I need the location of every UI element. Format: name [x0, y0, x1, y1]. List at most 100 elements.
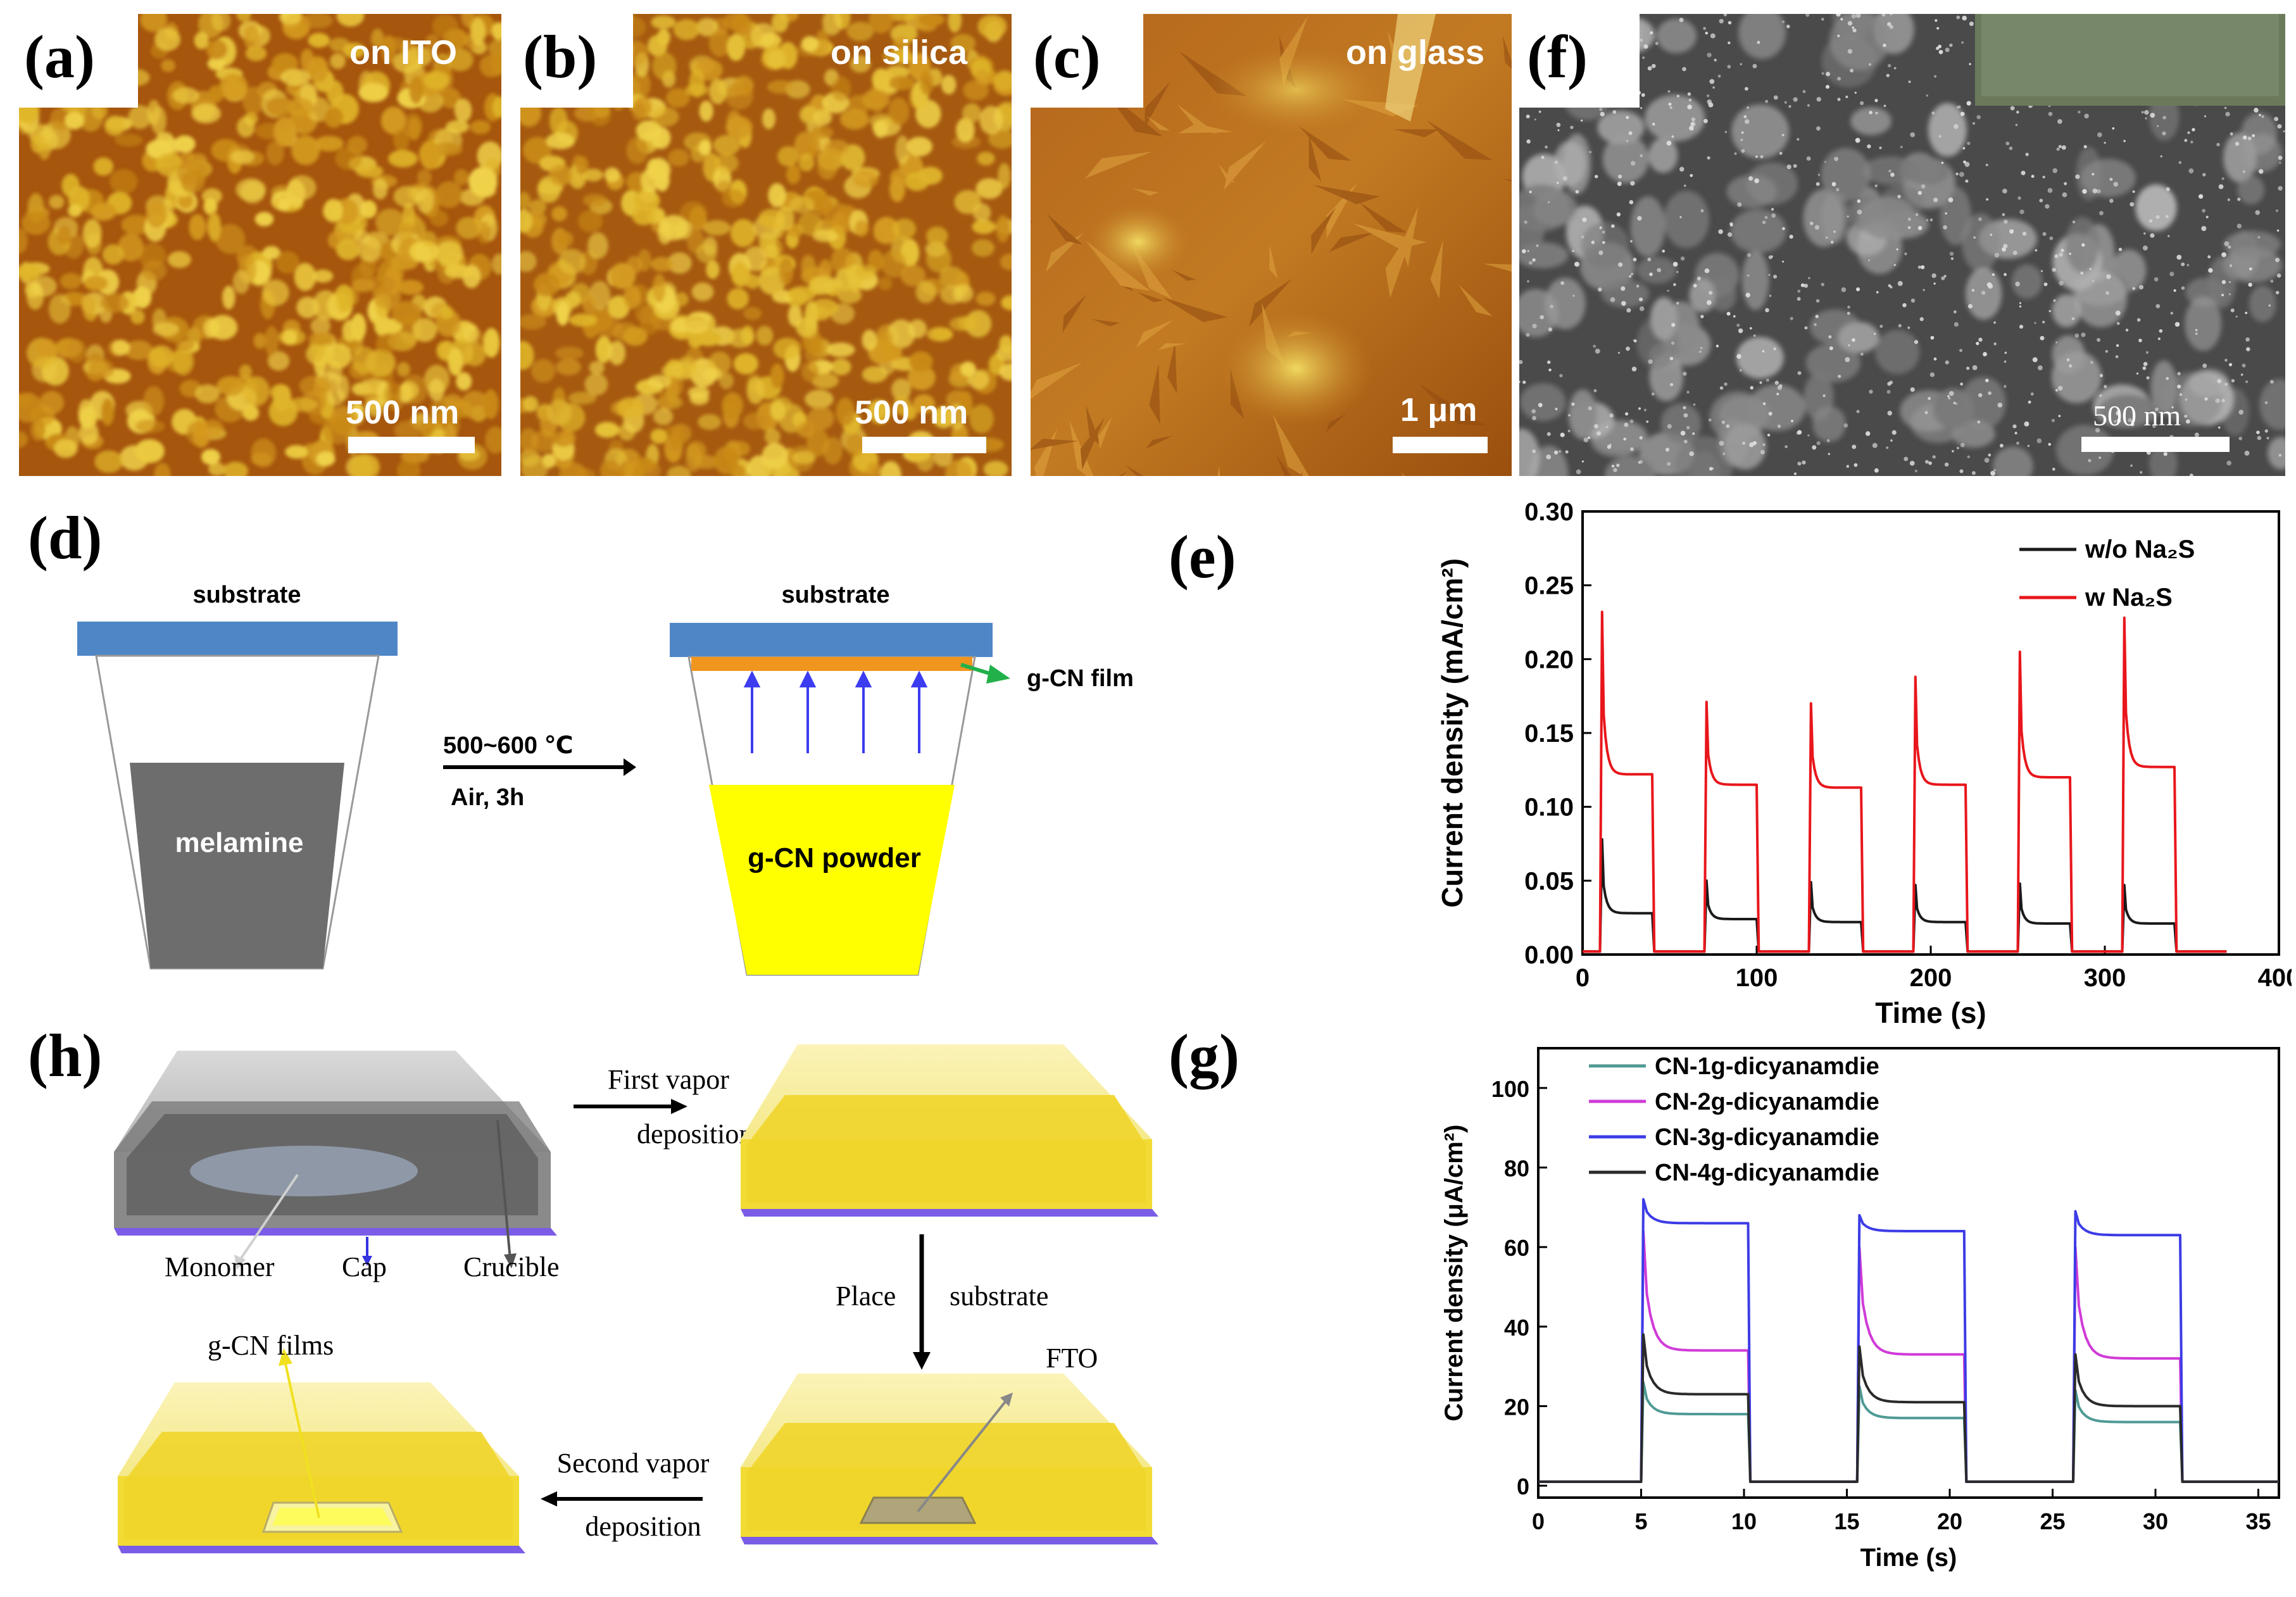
plot-frame [1537, 1047, 2280, 1499]
x-axis-label: Time (s) [1875, 996, 1986, 1029]
melamine-label: melamine [175, 827, 304, 858]
gcn-powder-fill [709, 785, 955, 975]
series-line-1 [1538, 1381, 2279, 1483]
scale-text-a: 500 nm [346, 394, 460, 431]
substrate-label-glass: on glass [1346, 34, 1485, 72]
series-line-1 [1583, 838, 2227, 953]
gcn-powder-label: g-CN powder [748, 842, 921, 874]
monomer-label: Monomer [165, 1251, 275, 1282]
step1-label-line2: deposition [637, 1118, 753, 1149]
step3-arrow [541, 1491, 557, 1506]
crucible-label: Crucible [463, 1251, 560, 1282]
gcn-films-label: g-CN films [208, 1330, 334, 1361]
step2-arrow [913, 1352, 931, 1370]
x-tick-label: 0 [1532, 1508, 1545, 1534]
y-tick-label: 0.15 [1524, 720, 1574, 748]
panel-b-afm-silica: (b) on silica 500 nm [520, 14, 1012, 476]
x-tick-label: 25 [2040, 1508, 2065, 1534]
panel-d-schematic: substrate melamine 500~600 ℃ Air, 3h sub… [77, 582, 1134, 976]
panel-label-c: (c) [1033, 23, 1101, 91]
panel-c-afm-glass: (c) on glass 1 μm [1031, 14, 1512, 476]
panel-f-sem: (f) 500 nm [1519, 14, 2285, 476]
x-tick-label: 0 [1576, 964, 1590, 992]
panel-label-g: (g) [1169, 1022, 1239, 1089]
y-axis-label: Current density (μA/cm²) [1440, 1125, 1468, 1422]
panel-label-d: (d) [28, 504, 103, 572]
y-tick-label: 0.05 [1524, 867, 1574, 895]
y-tick-label: 80 [1504, 1155, 1529, 1181]
y-tick-label: 100 [1491, 1076, 1529, 1102]
series-line-4 [1538, 1333, 2279, 1483]
y-tick-label: 0 [1517, 1474, 1529, 1500]
scale-bar-b [862, 437, 986, 453]
x-tick-label: 15 [1834, 1508, 1859, 1534]
series-line-2 [1583, 610, 2227, 953]
series-line-3 [1538, 1198, 2279, 1483]
step1-arrow [671, 1099, 687, 1114]
legend-label-1: CN-1g-dicyanamdie [1655, 1053, 1879, 1080]
yellow-crucible-fto [741, 1374, 1158, 1544]
substrate-label-ito: on ITO [349, 34, 457, 72]
panel-label-h: (h) [28, 1022, 103, 1089]
y-tick-label: 0.20 [1524, 646, 1574, 673]
legend-label-4: CN-4g-dicyanamdie [1655, 1160, 1879, 1186]
x-tick-label: 100 [1736, 964, 1778, 992]
scale-text-b: 500 nm [855, 394, 969, 431]
sem-image [1519, 14, 2285, 476]
y-tick-label: 20 [1504, 1394, 1529, 1420]
y-tick-label: 60 [1504, 1235, 1529, 1261]
substrate-label-right: substrate [781, 582, 889, 608]
process-arrow-head [624, 758, 636, 776]
scale-text-f: 500 nm [2093, 399, 2181, 432]
chart-e: 0 100 200 300 400 0.00 0.05 0.10 0.15 0.20 0.25 0.3… [1436, 498, 2292, 1029]
panel-h-schematic: Monomer Cap Crucible First vapor deposit… [114, 1044, 1158, 1553]
x-tick-label: 5 [1634, 1508, 1647, 1534]
legend-label-2: w Na₂S [2085, 584, 2173, 611]
y-tick-label: 0.00 [1524, 941, 1574, 969]
scale-bar-f [2081, 437, 2230, 452]
y-tick-label: 40 [1504, 1315, 1529, 1341]
scale-text-c: 1 μm [1400, 392, 1477, 429]
panel-label-e: (e) [1169, 523, 1236, 591]
y-axis-label: Current density (mA/cm²) [1436, 558, 1469, 908]
step2-label-place: Place [836, 1281, 896, 1312]
yellow-crucible-1 [741, 1044, 1158, 1217]
x-tick-label: 20 [1937, 1508, 1962, 1534]
legend-label-1: w/o Na₂S [2085, 535, 2195, 563]
scale-bar-a [348, 437, 475, 453]
x-tick-label: 200 [1910, 964, 1952, 992]
x-tick-label: 30 [2143, 1508, 2168, 1534]
step1-label-line1: First vapor [608, 1064, 729, 1095]
plot-frame [1581, 510, 2280, 956]
substrate-left [77, 622, 398, 656]
legend-label-3: CN-3g-dicyanamdie [1655, 1124, 1879, 1151]
y-tick-label: 0.10 [1524, 794, 1574, 822]
yellow-crucible-films [118, 1382, 525, 1553]
step3-label-line1: Second vapor [557, 1448, 710, 1479]
melamine-fill [130, 763, 344, 968]
gcn-film-layer [691, 657, 972, 671]
condition-time: Air, 3h [451, 784, 524, 811]
series-line-2 [1538, 1230, 2279, 1483]
x-axis-label: Time (s) [1860, 1544, 1957, 1572]
y-tick-label: 0.25 [1524, 572, 1574, 600]
x-tick-label: 10 [1731, 1508, 1757, 1534]
afm-image-ito [19, 14, 501, 476]
fto-label: FTO [1046, 1343, 1098, 1374]
gcn-film-label: g-CN film [1027, 665, 1134, 692]
crucible-with-cap [114, 1051, 557, 1236]
panel-label-f: (f) [1527, 23, 1588, 91]
x-tick-label: 35 [2245, 1508, 2271, 1534]
x-tick-label: 300 [2084, 964, 2126, 992]
step2-label-substrate: substrate [950, 1281, 1048, 1312]
legend-label-2: CN-2g-dicyanamdie [1655, 1089, 1879, 1115]
panel-a-afm-ito: (a) on ITO 500 nm [19, 14, 501, 476]
x-tick-label: 400 [2258, 964, 2292, 992]
substrate-right [670, 623, 993, 657]
monomer-powder [190, 1146, 418, 1196]
substrate-label-silica: on silica [831, 34, 968, 72]
step3-label-line2: deposition [585, 1511, 701, 1542]
panel-label-b: (b) [523, 23, 598, 91]
panel-label-a: (a) [24, 23, 95, 91]
vapor-arrows [743, 670, 928, 753]
